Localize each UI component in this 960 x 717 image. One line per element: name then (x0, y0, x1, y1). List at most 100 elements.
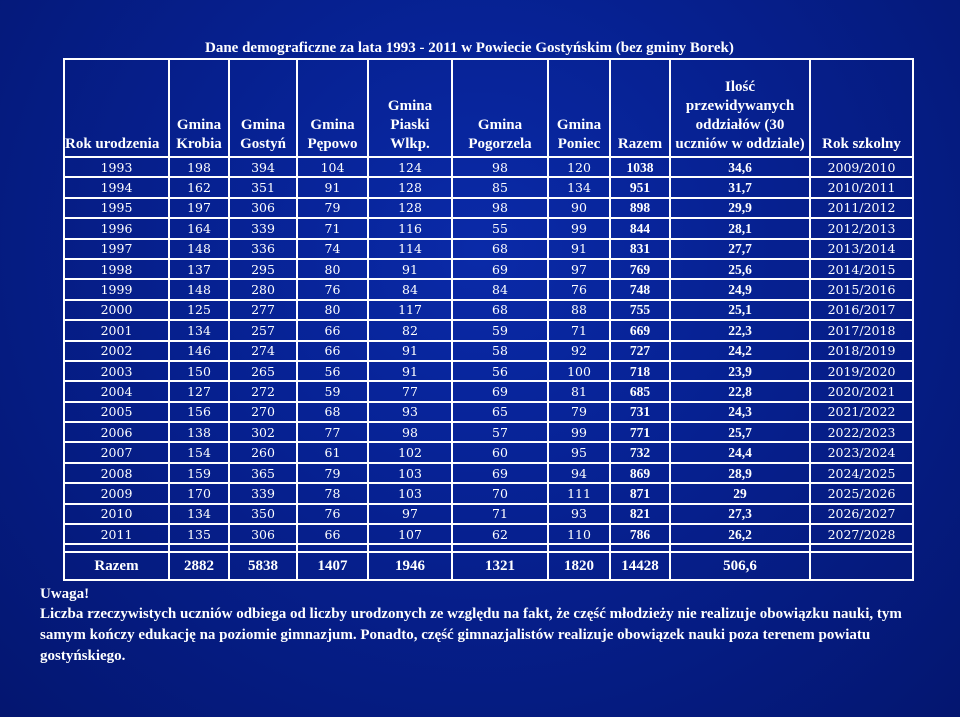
table-cell: 871 (609, 482, 671, 505)
table-cell: 55 (451, 217, 549, 240)
total-cell (809, 551, 914, 582)
table-cell: 257 (228, 319, 298, 342)
table-row: 2001 134 257 66 82 59 71 669 22,3 2017/2018 (63, 319, 914, 342)
table-cell: 146 (168, 339, 230, 362)
table-cell: 350 (228, 502, 298, 526)
table-cell: 91 (296, 176, 369, 199)
table-cell: 78 (296, 482, 369, 505)
spacer-row (63, 543, 914, 554)
table-cell: 394 (228, 155, 298, 179)
table-cell: 2026/2027 (809, 502, 914, 526)
table-cell: 336 (228, 237, 298, 260)
table-cell: 111 (547, 482, 611, 505)
table-row: 2011 135 306 66 107 62 110 786 26,2 2027/2028 (63, 523, 914, 546)
table-cell: 127 (168, 380, 230, 403)
table-cell: 103 (367, 482, 453, 505)
table-cell: 91 (367, 359, 453, 383)
spacer-cell (547, 543, 611, 554)
table-cell: 79 (547, 400, 611, 424)
total-cell: 1407 (296, 551, 369, 582)
note-text: Liczba rzeczywistych uczniów odbiega od … (40, 606, 902, 664)
table-row: 1999 148 280 76 84 84 76 748 24,9 2015/2016 (63, 278, 914, 301)
table-cell: 150 (168, 359, 230, 383)
table-cell: 69 (451, 461, 549, 485)
table-cell: 66 (296, 319, 369, 342)
table-cell: 124 (367, 155, 453, 179)
table-cell: 68 (296, 400, 369, 424)
total-cell: 1321 (451, 551, 549, 582)
table-cell: 80 (296, 298, 369, 322)
header-poniec: Gmina Poniec (547, 58, 611, 158)
table-cell: 162 (168, 176, 230, 199)
total-cell: 1946 (367, 551, 453, 582)
total-label: Razem (63, 551, 170, 582)
table-cell: 2005 (63, 400, 170, 424)
table-cell: 65 (451, 400, 549, 424)
table-cell: 159 (168, 461, 230, 485)
table-cell: 2007 (63, 441, 170, 464)
table-cell: 134 (168, 319, 230, 342)
table-cell: 306 (228, 523, 298, 546)
table-cell: 1998 (63, 257, 170, 281)
table-cell: 272 (228, 380, 298, 403)
table-cell: 103 (367, 461, 453, 485)
table-cell: 93 (547, 502, 611, 526)
table-cell: 128 (367, 176, 453, 199)
table-cell: 77 (296, 421, 369, 444)
table-cell: 898 (609, 196, 671, 220)
table-cell: 29 (669, 482, 811, 505)
table-cell: 1999 (63, 278, 170, 301)
spacer-cell (63, 543, 170, 554)
spacer-cell (367, 543, 453, 554)
table-cell: 27,7 (669, 237, 811, 260)
table-cell: 2003 (63, 359, 170, 383)
table-cell: 107 (367, 523, 453, 546)
spacer-cell (296, 543, 369, 554)
table-cell: 164 (168, 217, 230, 240)
table-cell: 60 (451, 441, 549, 464)
table-cell: 135 (168, 523, 230, 546)
total-cell: 14428 (609, 551, 671, 582)
table-cell: 137 (168, 257, 230, 281)
table-cell: 59 (451, 319, 549, 342)
table-cell: 2010 (63, 502, 170, 526)
table-cell: 98 (451, 196, 549, 220)
table-cell: 2006 (63, 421, 170, 444)
table-cell: 2023/2024 (809, 441, 914, 464)
total-cell: 506,6 (669, 551, 811, 582)
table-cell: 100 (547, 359, 611, 383)
table-row: 2006 138 302 77 98 57 99 771 25,7 2022/2023 (63, 421, 914, 444)
table-cell: 28,9 (669, 461, 811, 485)
table-cell: 116 (367, 217, 453, 240)
table-cell: 69 (451, 257, 549, 281)
table-cell: 24,4 (669, 441, 811, 464)
table-cell: 748 (609, 278, 671, 301)
header-rok-szkolny: Rok szkolny (809, 58, 914, 158)
table-cell: 1997 (63, 237, 170, 260)
table-cell: 99 (547, 217, 611, 240)
spacer-cell (609, 543, 671, 554)
total-cell: 2882 (168, 551, 230, 582)
table-cell: 685 (609, 380, 671, 403)
table-cell: 831 (609, 237, 671, 260)
table-cell: 79 (296, 461, 369, 485)
table-row: 2004 127 272 59 77 69 81 685 22,8 2020/2021 (63, 380, 914, 403)
table-cell: 24,9 (669, 278, 811, 301)
table-cell: 85 (451, 176, 549, 199)
table-cell: 69 (451, 380, 549, 403)
table-cell: 2022/2023 (809, 421, 914, 444)
total-cell: 1820 (547, 551, 611, 582)
table-cell: 76 (296, 278, 369, 301)
table-cell: 23,9 (669, 359, 811, 383)
table-cell: 57 (451, 421, 549, 444)
table-row: 1995 197 306 79 128 98 90 898 29,9 2011/2012 (63, 196, 914, 220)
table-cell: 95 (547, 441, 611, 464)
table-cell: 727 (609, 339, 671, 362)
table-cell: 2009 (63, 482, 170, 505)
table-cell: 732 (609, 441, 671, 464)
table-cell: 82 (367, 319, 453, 342)
table-cell: 2011 (63, 523, 170, 546)
table-row: 1993 198 394 104 124 98 120 1038 34,6 2009/2010 (63, 155, 914, 179)
table-cell: 718 (609, 359, 671, 383)
